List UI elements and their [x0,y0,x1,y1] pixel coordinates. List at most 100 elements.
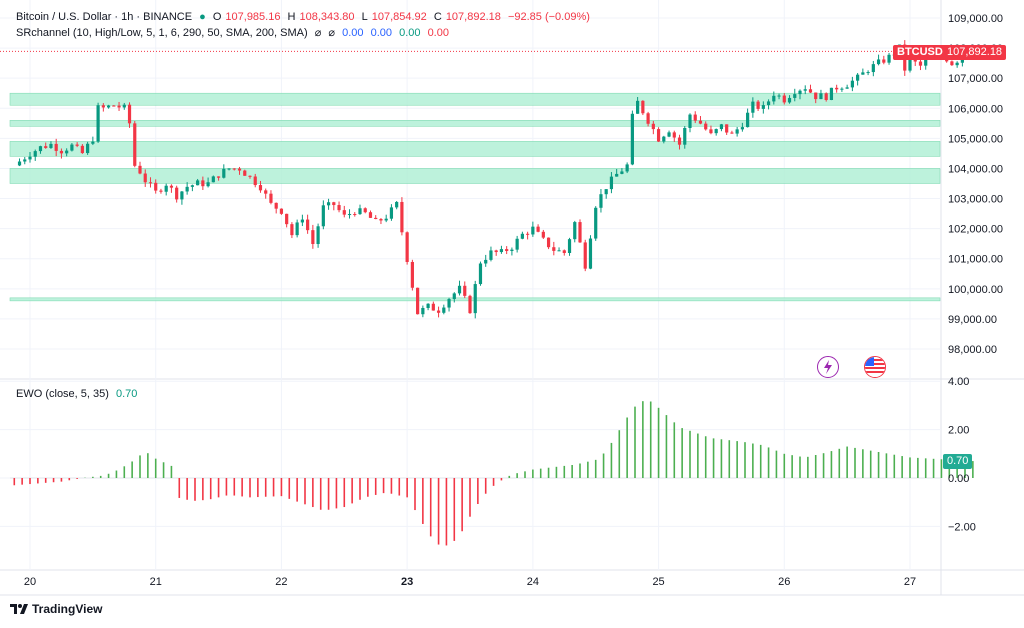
y-tick-label: 102,000.00 [948,224,1003,236]
lightning-icon[interactable] [817,356,839,378]
candle-body [101,105,105,108]
candle-body [777,95,781,97]
x-tick-label: 23 [401,576,413,588]
candle-body [677,137,682,145]
candle-body [405,232,409,262]
candle-body [122,104,126,108]
candle-body [709,129,713,134]
candle-body [772,95,776,102]
grid [0,0,1024,596]
candle-body [374,217,378,220]
candle-body [395,201,399,208]
candle-body [368,212,373,218]
candle-body [766,101,771,106]
candle-body [159,190,163,192]
x-tick-label: 27 [904,576,916,588]
candle-body [321,205,325,227]
candle-body [389,207,394,219]
y-tick-label: 101,000.00 [948,254,1003,266]
candle-body [594,207,598,239]
candle-body [342,210,346,215]
candle-body [604,189,608,195]
candle-body [510,249,514,251]
candle-body [588,238,593,269]
candle-body [567,239,572,254]
sr-zone [9,92,941,106]
candle-body [646,113,650,124]
candle-body [808,89,813,93]
candle-body [882,59,886,63]
candle-body [196,180,200,186]
brand-name: TradingView [32,602,103,616]
candle-body [117,105,121,108]
candle-body [662,136,666,142]
low-value: 107,854.92 [371,11,427,23]
tradingview-logo[interactable]: TradingView [10,602,102,616]
candle-body [279,208,284,214]
close-value: 107,892.18 [445,11,501,23]
sr-zone [9,120,941,127]
candle-body [457,285,462,294]
candle-body [452,293,456,300]
candle-body [484,259,488,264]
candle-body [337,205,341,211]
candle-body [787,97,792,103]
y-tick-label: 98,000.00 [948,344,997,356]
x-tick-label: 21 [150,576,162,588]
candle-body [326,202,331,206]
candle-body [290,224,294,236]
candle-body [248,175,252,177]
candle-body [536,226,540,232]
open-value: 107,985.16 [225,11,281,23]
candle-body [557,250,561,252]
candle-body [70,144,74,151]
change-value: −92.85 (−0.09%) [507,11,590,23]
candle-body [625,164,629,172]
candle-body [782,95,786,103]
y-tick-label: 107,000.00 [948,73,1003,85]
candle-body [599,194,603,208]
candle-body [620,171,624,174]
candle-body [531,226,535,235]
us-flag-icon[interactable] [864,356,886,378]
candle-body [546,237,551,248]
candle-body [541,231,545,238]
candle-body [436,310,441,313]
x-tick-label: 20 [24,576,36,588]
candle-body [358,208,362,215]
candle-body [562,250,566,254]
candle-body [216,176,221,178]
y-tick-label: 105,000.00 [948,133,1003,145]
tradingview-logo-icon [10,604,28,614]
candle-body [761,105,765,109]
candle-body [871,64,875,73]
candle-body [65,150,69,154]
candle-body [311,230,315,245]
candle-body [227,168,231,170]
ticker-badge: BTCUSD [893,45,947,60]
ewo-tick-label: 2.00 [948,425,969,437]
candle-body [91,141,95,144]
sr-label: SRchannel (10, High/Low, 5, 1, 6, 290, 5… [16,27,308,39]
status-dot: ● [199,11,206,23]
candle-body [211,176,215,183]
candle-body [112,105,116,107]
candle-body [431,303,435,311]
high-value: 108,343.80 [299,11,355,23]
candle-body [636,100,640,114]
candle-body [835,87,839,90]
candle-body [347,214,352,216]
low-label: L [361,11,368,23]
candle-body [798,90,802,95]
candle-body [856,74,860,81]
candle-body [520,233,524,239]
candle-body [573,222,577,240]
candle-body [918,61,923,66]
y-tick-label: 109,000.00 [948,13,1003,25]
sr-value-6: 0.00 [427,27,449,39]
symbol-label: Bitcoin / U.S. Dollar · 1h · BINANCE [16,11,193,23]
y-tick-label: 100,000.00 [948,284,1003,296]
candle-body [615,173,619,177]
candle-body [237,168,242,171]
